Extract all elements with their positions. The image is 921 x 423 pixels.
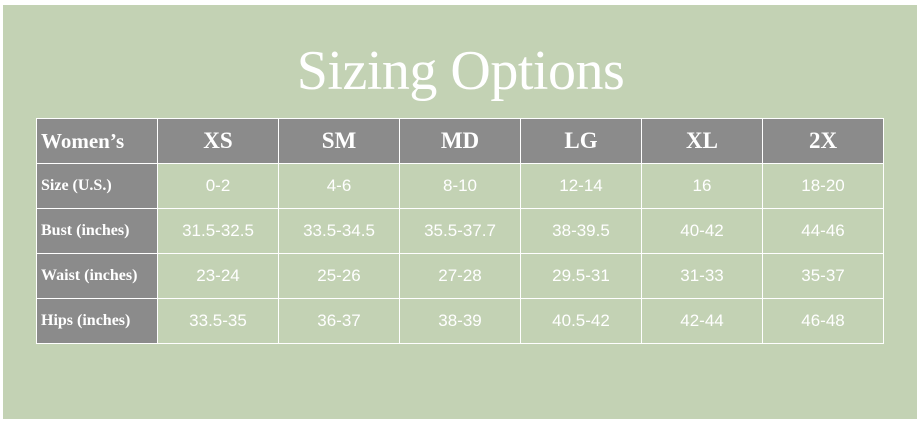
column-header-lg: LG [520, 118, 642, 164]
table-cell: 16 [641, 163, 763, 209]
column-header-2x: 2X [762, 118, 884, 164]
table-cell: 0-2 [157, 163, 279, 209]
column-header-sm: SM [278, 118, 400, 164]
row-label-size: Size (U.S.) [36, 163, 158, 209]
table-row: Hips (inches) 33.5-35 36-37 38-39 40.5-4… [36, 298, 884, 344]
table-cell: 35-37 [762, 253, 884, 299]
table-cell: 38-39.5 [520, 208, 642, 254]
table-row: Bust (inches) 31.5-32.5 33.5-34.5 35.5-3… [36, 208, 884, 254]
table-cell: 40.5-42 [520, 298, 642, 344]
table-cell: 8-10 [399, 163, 521, 209]
row-label-hips: Hips (inches) [36, 298, 158, 344]
page-title: Sizing Options [296, 40, 625, 102]
table-cell: 36-37 [278, 298, 400, 344]
table-cell: 44-46 [762, 208, 884, 254]
column-header-xs: XS [157, 118, 279, 164]
table-cell: 35.5-37.7 [399, 208, 521, 254]
table-cell: 31.5-32.5 [157, 208, 279, 254]
row-label-waist: Waist (inches) [36, 253, 158, 299]
corner-label: Women’s [36, 118, 158, 164]
table-cell: 33.5-35 [157, 298, 279, 344]
table-cell: 46-48 [762, 298, 884, 344]
table-row: Size (U.S.) 0-2 4-6 8-10 12-14 16 18-20 [36, 163, 884, 209]
table-cell: 33.5-34.5 [278, 208, 400, 254]
column-header-xl: XL [641, 118, 763, 164]
table-cell: 31-33 [641, 253, 763, 299]
table-cell: 42-44 [641, 298, 763, 344]
table-cell: 12-14 [520, 163, 642, 209]
table-cell: 4-6 [278, 163, 400, 209]
table-cell: 40-42 [641, 208, 763, 254]
table-cell: 38-39 [399, 298, 521, 344]
table-row: Waist (inches) 23-24 25-26 27-28 29.5-31… [36, 253, 884, 299]
column-header-md: MD [399, 118, 521, 164]
table-cell: 29.5-31 [520, 253, 642, 299]
table-cell: 18-20 [762, 163, 884, 209]
table-cell: 25-26 [278, 253, 400, 299]
size-chart-table: Women’s XS SM MD LG XL 2X Size (U.S.) 0-… [36, 118, 884, 344]
row-label-bust: Bust (inches) [36, 208, 158, 254]
table-cell: 27-28 [399, 253, 521, 299]
table-header-row: Women’s XS SM MD LG XL 2X [36, 118, 884, 164]
table-cell: 23-24 [157, 253, 279, 299]
